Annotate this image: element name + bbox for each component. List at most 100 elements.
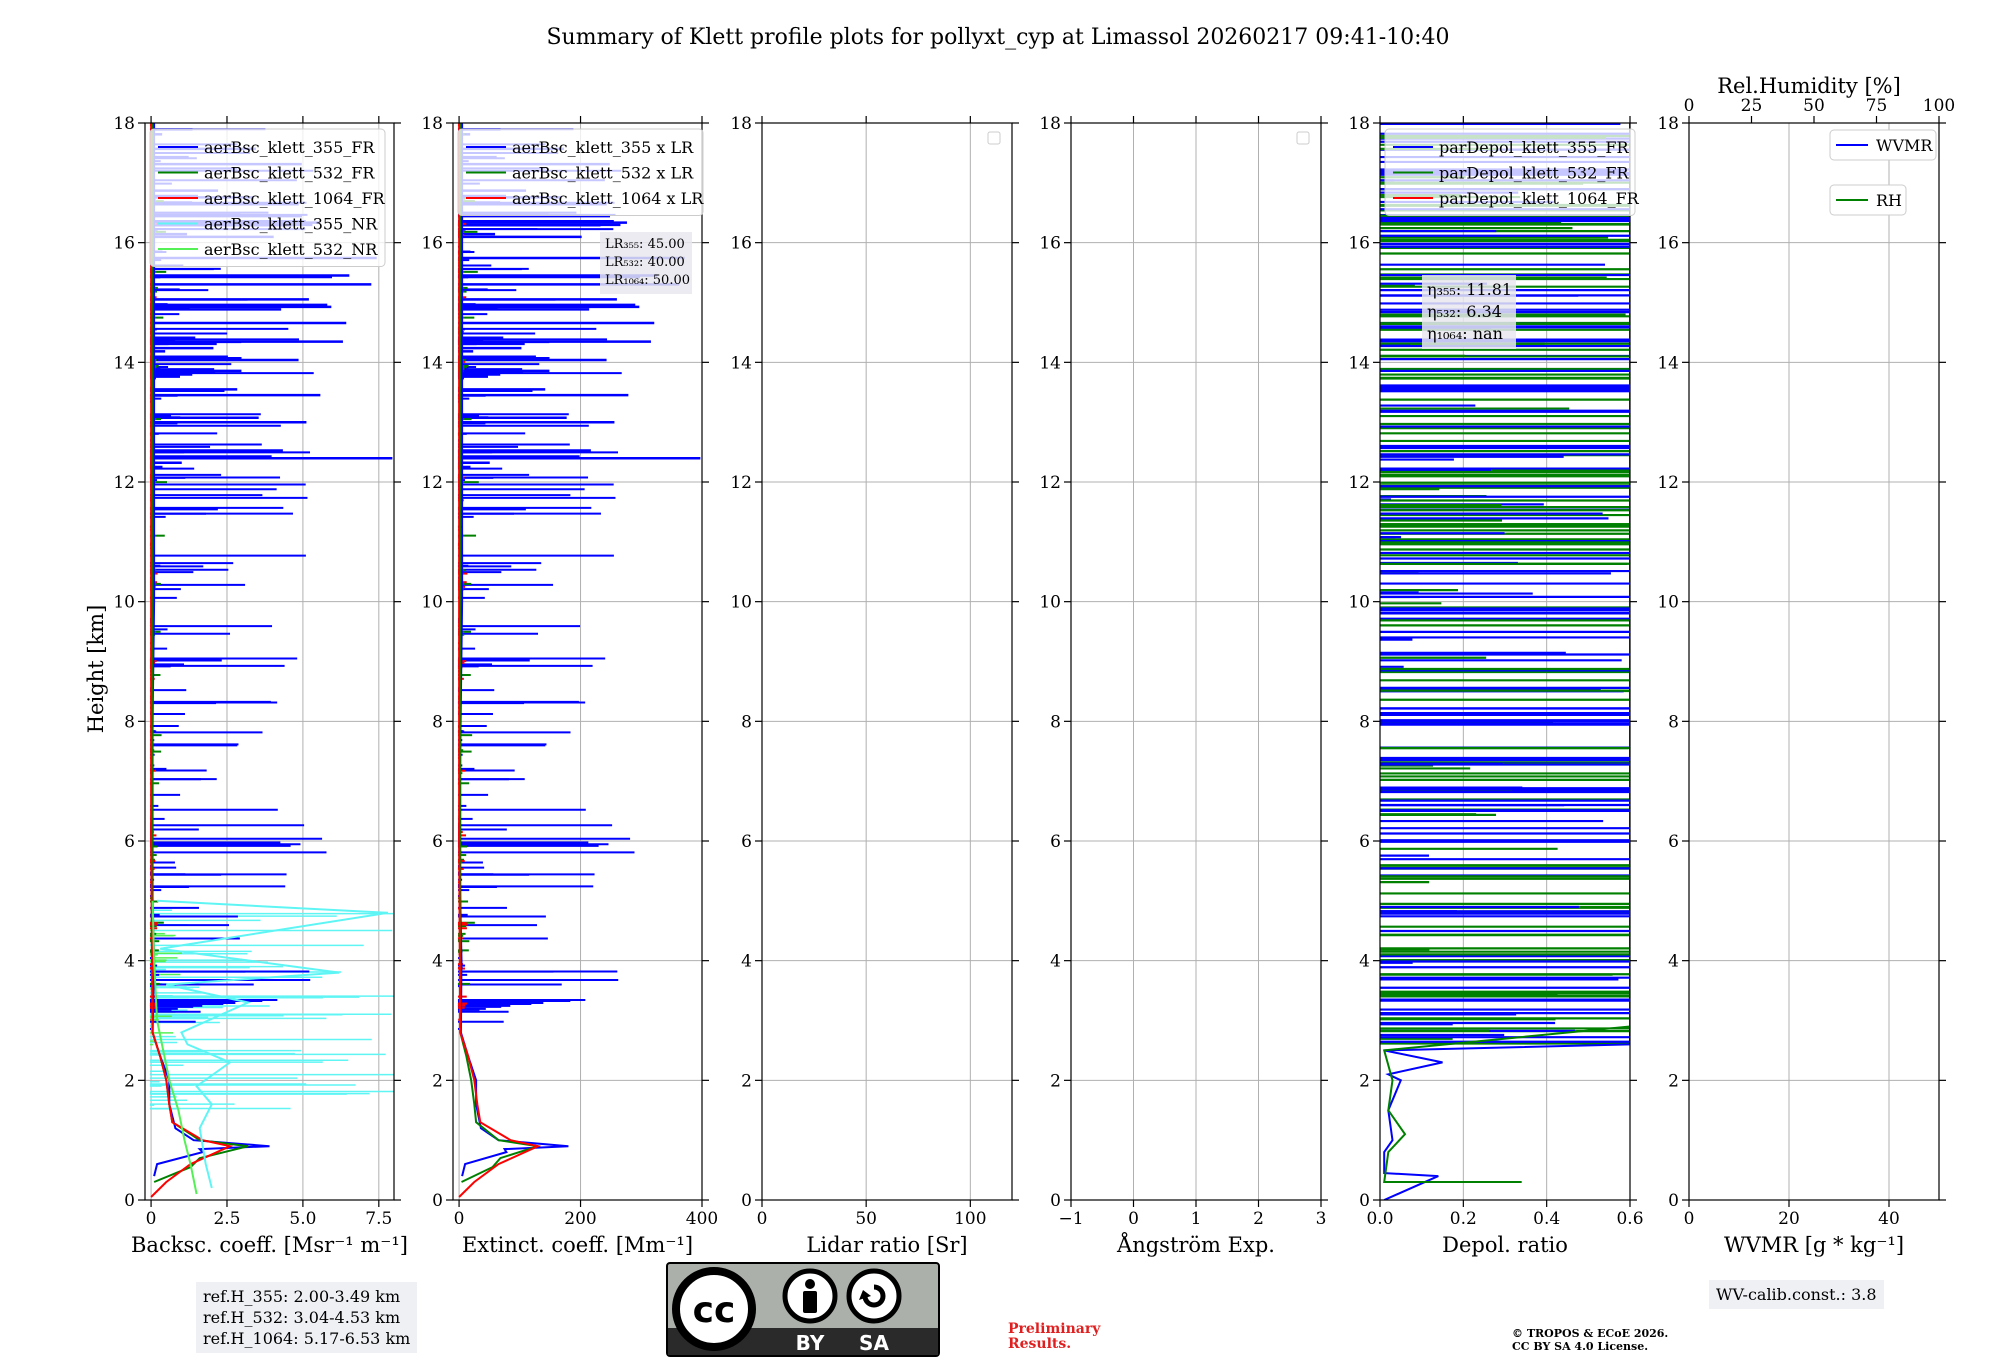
y-tick-label: 8	[432, 712, 443, 732]
y-tick-label: 12	[113, 473, 135, 493]
x-tick-label: 2.5	[213, 1209, 240, 1229]
top-x-tick-label: 100	[1923, 96, 1955, 116]
x-axis-label-ang: Ångström Exp.	[1116, 1232, 1275, 1257]
y-tick-label: 10	[113, 593, 135, 613]
y-tick-label: 10	[1039, 593, 1061, 613]
y-tick-label: 8	[1050, 712, 1061, 732]
series-group-depol	[1380, 123, 1630, 1200]
y-tick-label: 8	[1359, 712, 1370, 732]
cc-badge-graphic: cc BY SA	[666, 1262, 940, 1357]
y-tick-label: 14	[1657, 353, 1679, 373]
x-tick-label: 50	[855, 1209, 877, 1229]
y-tick-label: 4	[1668, 952, 1679, 972]
top-x-tick-label: 0	[1684, 96, 1695, 116]
annotation-line: LR₁₀₆₄: 50.00	[605, 273, 690, 288]
y-tick-label: 16	[1039, 234, 1061, 254]
y-tick-label: 6	[1050, 832, 1061, 852]
legend-frame	[1829, 129, 1937, 161]
plot-canvas: Summary of Klett profile plots for polly…	[84, 25, 1955, 1257]
y-tick-label: 6	[1359, 832, 1370, 852]
x-tick-label: 0.0	[1366, 1209, 1393, 1229]
x-tick-label: 3	[1316, 1209, 1327, 1229]
figure-title: Summary of Klett profile plots for polly…	[546, 25, 1449, 50]
x-tick-label: 0	[1684, 1209, 1695, 1229]
legend-label: WVMR	[1876, 136, 1933, 155]
y-tick-label: 4	[1050, 952, 1061, 972]
y-tick-label: 2	[1359, 1071, 1370, 1091]
y-tick-label: 6	[741, 832, 752, 852]
axes-frame-depol	[1379, 122, 1631, 1201]
x-tick-label: 0	[146, 1209, 157, 1229]
x-tick-label: 7.5	[365, 1209, 392, 1229]
y-tick-label: 12	[1657, 473, 1679, 493]
x-tick-label: −1	[1058, 1209, 1083, 1229]
y-tick-label: 16	[1657, 234, 1679, 254]
annotation-depol: η₃₅₅: 11.81 η₅₃₂: 6.34 η₁₀₆₄: nan	[1422, 275, 1516, 349]
preliminary-line-1: Preliminary	[1008, 1321, 1101, 1337]
y-tick-label: 4	[1359, 952, 1370, 972]
series-ext-0	[458, 123, 569, 1177]
y-tick-label: 12	[1348, 473, 1370, 493]
panel-lr: 0 2 4 6 8 10 12 14 16 18 0 50 100 Lidar ratio [Sr]	[730, 114, 1019, 1257]
x-tick-label: 0	[454, 1209, 465, 1229]
x-tick-label: 0	[1128, 1209, 1139, 1229]
cc-logo-text: cc	[693, 1290, 736, 1331]
x-tick-label: 200	[564, 1209, 596, 1229]
axes-frame-lr	[761, 122, 1013, 1201]
y-tick-label: 14	[421, 353, 443, 373]
top-axis-label: Rel.Humidity [%]	[1717, 74, 1901, 98]
y-axis-label: Height [km]	[84, 605, 108, 734]
y-tick-label: 2	[1668, 1071, 1679, 1091]
y-tick-label: 18	[1348, 114, 1370, 134]
preliminary-line-2: Results.	[1008, 1336, 1072, 1352]
y-tick-label: 14	[113, 353, 135, 373]
nr355-noise	[149, 909, 394, 1110]
top-x-tick-label: 25	[1741, 96, 1763, 116]
cc-label-sa: SA	[859, 1331, 889, 1355]
y-tick-label: 0	[1050, 1191, 1061, 1211]
y-tick-label: 14	[730, 353, 752, 373]
grid-wvmr	[1688, 122, 1939, 1201]
ref-heights-box: ref.H_355: 2.00-3.49 km ref.H_532: 3.04-…	[196, 1282, 418, 1353]
copyright-note: © TROPOS & ECoE 2026. CC BY SA 4.0 Licen…	[1512, 1327, 1668, 1353]
x-tick-label: 0.6	[1616, 1209, 1643, 1229]
legend-label: aerBsc_klett_355 x LR	[512, 138, 694, 157]
wv-calib-box: WV-calib.const.: 3.8	[1709, 1280, 1884, 1309]
empty-legend-ang	[1296, 131, 1310, 145]
x-tick-label: 5.0	[289, 1209, 316, 1229]
ref-height-355: ref.H_355: 2.00-3.49 km	[203, 1287, 401, 1306]
x-tick-label: 20	[1778, 1209, 1800, 1229]
y-tick-label: 8	[1668, 712, 1679, 732]
y-tick-label: 0	[124, 1191, 135, 1211]
y-tick-label: 4	[124, 952, 135, 972]
y-tick-label: 6	[432, 832, 443, 852]
legend-depol: parDepol_klett_355_FR parDepol_klett_532_…	[1384, 128, 1640, 216]
legend-ext: aerBsc_klett_355 x LR aerBsc_klett_532 x …	[457, 128, 704, 216]
y-tick-label: 8	[124, 712, 135, 732]
series-bsc-4	[151, 900, 198, 1195]
grid-lr	[761, 122, 1012, 1201]
ref-height-1064: ref.H_1064: 5.17-6.53 km	[203, 1329, 411, 1348]
annotation-line: η₃₅₅: 11.81	[1427, 280, 1512, 299]
panel-bsc: 0 2 4 6 8 10 12 14 16 18 0 2.5 5.0 7.5 Backsc. coeff. …	[113, 114, 408, 1257]
empty-legend-lr	[987, 131, 1001, 145]
y-tick-label: 12	[1039, 473, 1061, 493]
y-tick-label: 8	[741, 712, 752, 732]
series-bsc-3	[157, 899, 389, 1189]
annotation-line: η₅₃₂: 6.34	[1427, 302, 1502, 321]
depol-noise	[1380, 123, 1630, 1045]
y-tick-label: 2	[124, 1071, 135, 1091]
annotation-box	[1422, 275, 1516, 349]
x-tick-label: 40	[1878, 1209, 1900, 1229]
y-tick-label: 0	[432, 1191, 443, 1211]
axes-frame-wvmr	[1688, 122, 1940, 1201]
y-tick-label: 18	[1039, 114, 1061, 134]
annotation-ext: LR₃₅₅: 45.00 LR₅₃₂: 40.00 LR₁₀₆₄: 50.00	[600, 232, 692, 294]
cc-by-sa-badge: cc BY SA	[666, 1262, 940, 1357]
y-tick-label: 10	[730, 593, 752, 613]
series-ext-1	[459, 123, 539, 1183]
panel-depol: 0 2 4 6 8 10 12 14 16 18 0.0 0.2 0.4 0.6 Depol. ratio p…	[1348, 114, 1643, 1257]
legend-bsc: aerBsc_klett_355_FR aerBsc_klett_532_FRae…	[149, 128, 386, 267]
